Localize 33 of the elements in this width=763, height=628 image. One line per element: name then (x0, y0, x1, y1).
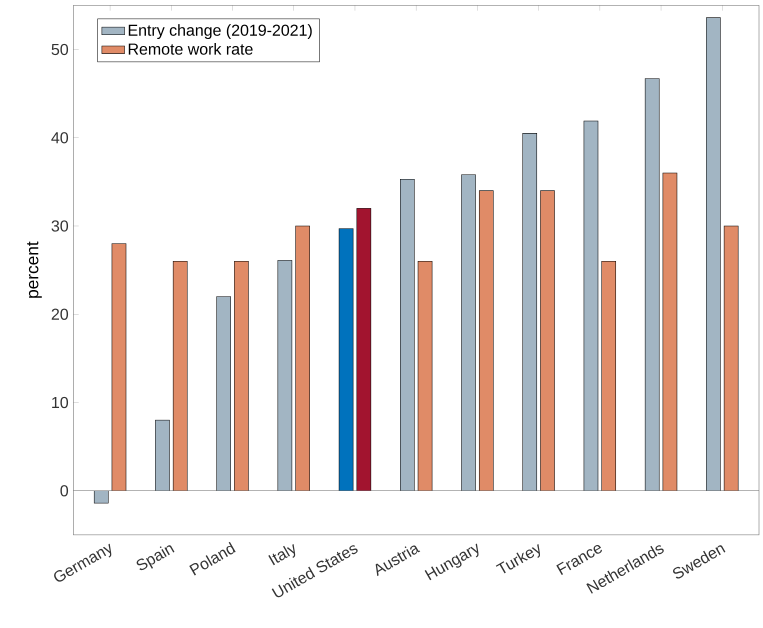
bar (662, 172, 678, 491)
bar (584, 120, 598, 491)
bar (644, 78, 660, 491)
bar (94, 490, 109, 504)
legend-label: Entry change (2019-2021) (128, 24, 312, 39)
bar (540, 190, 555, 491)
bar (338, 228, 354, 491)
y-tick-label: 10 (52, 396, 68, 408)
bar (295, 226, 310, 491)
bar (112, 243, 126, 491)
legend-label: Remote work rate (128, 42, 253, 55)
bar (356, 208, 372, 491)
bar (155, 420, 170, 491)
bar (234, 260, 249, 491)
bar (418, 260, 432, 491)
bar (278, 260, 292, 491)
bar (400, 178, 415, 491)
bar (216, 296, 231, 491)
y-tick-label: 40 (51, 132, 68, 144)
x-tick-label: Spain (136, 545, 174, 570)
bar (172, 260, 188, 491)
bar (522, 132, 538, 491)
y-tick-label: 50 (52, 44, 68, 55)
y-tick-label: 0 (60, 485, 68, 496)
y-axis-title: percent (27, 241, 42, 298)
x-tick-label: Italy (268, 544, 296, 566)
bar (461, 174, 476, 491)
bar (601, 260, 616, 491)
y-tick-label: 30 (52, 220, 68, 232)
bar (724, 226, 738, 491)
y-tick-label: 20 (52, 308, 68, 320)
bar (706, 17, 721, 491)
bar (478, 190, 494, 491)
